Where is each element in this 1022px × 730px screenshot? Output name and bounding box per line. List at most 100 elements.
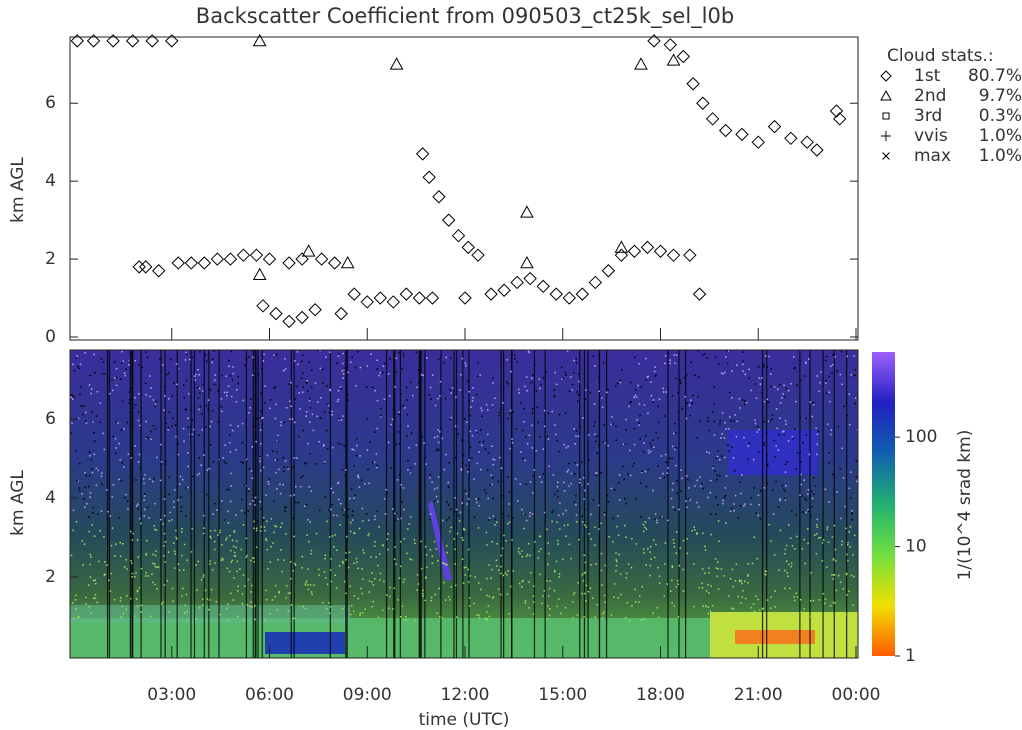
speckle <box>448 462 451 464</box>
speckle <box>259 501 262 503</box>
speckle <box>70 394 73 396</box>
speckle <box>292 517 295 519</box>
speckle <box>557 543 560 545</box>
speckle <box>687 478 689 481</box>
speckle <box>742 370 744 372</box>
speckle <box>454 425 457 427</box>
speckle <box>276 458 279 461</box>
speckle <box>674 432 677 434</box>
speckle <box>185 593 188 596</box>
speckle <box>76 355 78 357</box>
speckle <box>696 437 698 439</box>
speckle <box>848 487 850 490</box>
speckle <box>488 615 490 618</box>
speckle <box>593 544 596 546</box>
speckle <box>633 396 635 399</box>
speckle <box>88 384 91 386</box>
speckle <box>318 350 321 352</box>
speckle <box>185 487 187 489</box>
triangle-marker <box>880 89 892 101</box>
speckle <box>707 606 709 608</box>
speckle <box>430 599 432 602</box>
speckle <box>640 516 642 518</box>
speckle <box>707 583 709 586</box>
speckle <box>496 521 498 524</box>
speckle <box>109 392 111 395</box>
speckle <box>91 411 93 413</box>
speckle <box>672 506 675 508</box>
speckle <box>755 397 758 399</box>
speckle <box>708 572 710 574</box>
speckle <box>830 614 833 616</box>
speckle <box>329 569 332 571</box>
diamond-marker <box>327 256 342 270</box>
speckle <box>836 491 838 493</box>
speckle <box>759 489 762 492</box>
colorbar-tick-label: 1 <box>905 646 916 666</box>
speckle <box>287 468 289 470</box>
speckle <box>658 575 661 578</box>
speckle <box>214 502 216 505</box>
speckle <box>154 528 156 531</box>
speckle <box>548 587 551 590</box>
speckle <box>832 473 834 476</box>
speckle <box>261 368 263 370</box>
speckle <box>166 580 169 582</box>
speckle <box>669 359 671 361</box>
speckle <box>399 350 402 352</box>
speckle <box>822 592 825 595</box>
speckle <box>807 509 809 511</box>
speckle <box>437 476 440 478</box>
speckle <box>246 459 249 462</box>
speckle <box>289 418 291 420</box>
speckle <box>826 528 829 531</box>
triangle-marker <box>666 53 681 66</box>
speckle <box>213 383 216 386</box>
speckle <box>793 548 796 550</box>
speckle <box>758 428 760 431</box>
speckle <box>485 531 488 534</box>
speckle <box>532 613 535 615</box>
speckle <box>390 423 392 426</box>
diamond-marker <box>256 299 270 313</box>
speckle <box>654 518 656 521</box>
speckle <box>203 454 205 456</box>
speckle <box>167 429 169 431</box>
speckle <box>577 582 579 584</box>
speckle <box>302 372 304 374</box>
speckle <box>804 562 806 565</box>
speckle <box>856 429 858 432</box>
speckle <box>176 383 178 386</box>
speckle <box>617 597 620 599</box>
speckle <box>361 592 364 595</box>
speckle <box>146 539 148 542</box>
speckle <box>163 514 166 517</box>
speckle <box>326 520 328 523</box>
speckle <box>387 373 390 375</box>
speckle <box>553 396 556 398</box>
speckle <box>802 441 804 444</box>
speckle <box>722 373 724 375</box>
speckle <box>305 381 308 384</box>
speckle <box>784 587 786 590</box>
speckle <box>555 433 557 436</box>
speckle <box>110 544 113 547</box>
speckle <box>521 586 523 588</box>
speckle <box>119 597 122 599</box>
speckle <box>647 449 650 452</box>
speckle <box>441 562 444 564</box>
speckle <box>382 371 384 374</box>
diamond-marker <box>562 291 576 305</box>
speckle <box>223 519 226 521</box>
speckle <box>202 604 204 606</box>
speckle <box>212 513 214 515</box>
speckle <box>89 563 91 566</box>
speckle <box>429 474 432 476</box>
speckle <box>260 410 262 413</box>
speckle <box>284 460 287 462</box>
speckle <box>467 498 470 500</box>
speckle <box>349 530 352 533</box>
speckle <box>89 492 92 494</box>
speckle <box>845 573 848 576</box>
